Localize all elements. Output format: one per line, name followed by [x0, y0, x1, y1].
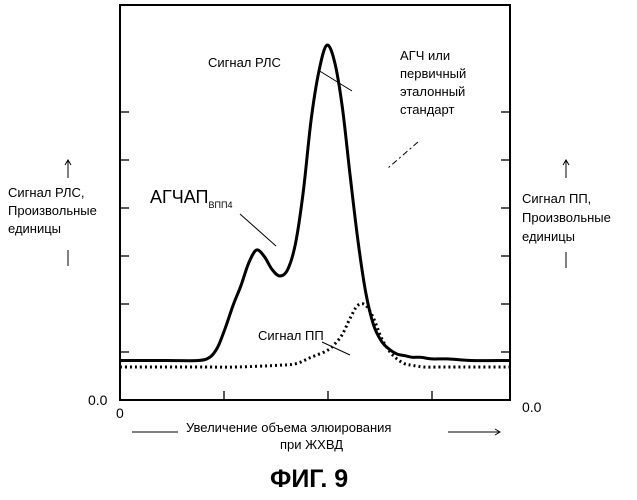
- agch-annotation-line4: стандарт: [400, 102, 454, 117]
- rls-signal-leader: [318, 70, 352, 91]
- left-ylabel-line2: Произвольные: [8, 203, 97, 218]
- figure-label: ФИГ. 9: [270, 465, 348, 493]
- agch-annotation-line1: АГЧ или: [400, 48, 450, 63]
- agch-annotation-line2: первичный: [400, 66, 466, 81]
- agch-annotation-line3: эталонный: [400, 84, 465, 99]
- agchap-annotation: АГЧАПВПП4: [150, 187, 232, 210]
- xlabel-line1: Увеличение объема элюирования: [186, 420, 391, 435]
- rls-signal-annotation: Сигнал РЛС: [208, 55, 281, 70]
- agchap-annotation-subscript: ВПП4: [209, 200, 233, 210]
- agchap-annotation-main: АГЧАП: [150, 187, 209, 207]
- right-y-zero-label: 0.0: [522, 399, 542, 415]
- right-ylabel-line2: Произвольные: [522, 210, 611, 225]
- x-zero-label: 0: [116, 405, 124, 421]
- right-ylabel-line1: Сигнал ПП,: [522, 191, 591, 206]
- right-ylabel-line3: единицы: [522, 229, 575, 244]
- left-ylabel-line1: Сигнал РЛС,: [8, 185, 84, 200]
- xlabel-line2: при ЖХВД: [280, 437, 343, 452]
- pp-signal-annotation: Сигнал ПП: [258, 328, 324, 343]
- left-ylabel-line3: единицы: [8, 221, 61, 236]
- left-y-zero-label: 0.0: [88, 392, 108, 408]
- agch-leader: [388, 142, 418, 168]
- agchap-leader: [240, 214, 276, 246]
